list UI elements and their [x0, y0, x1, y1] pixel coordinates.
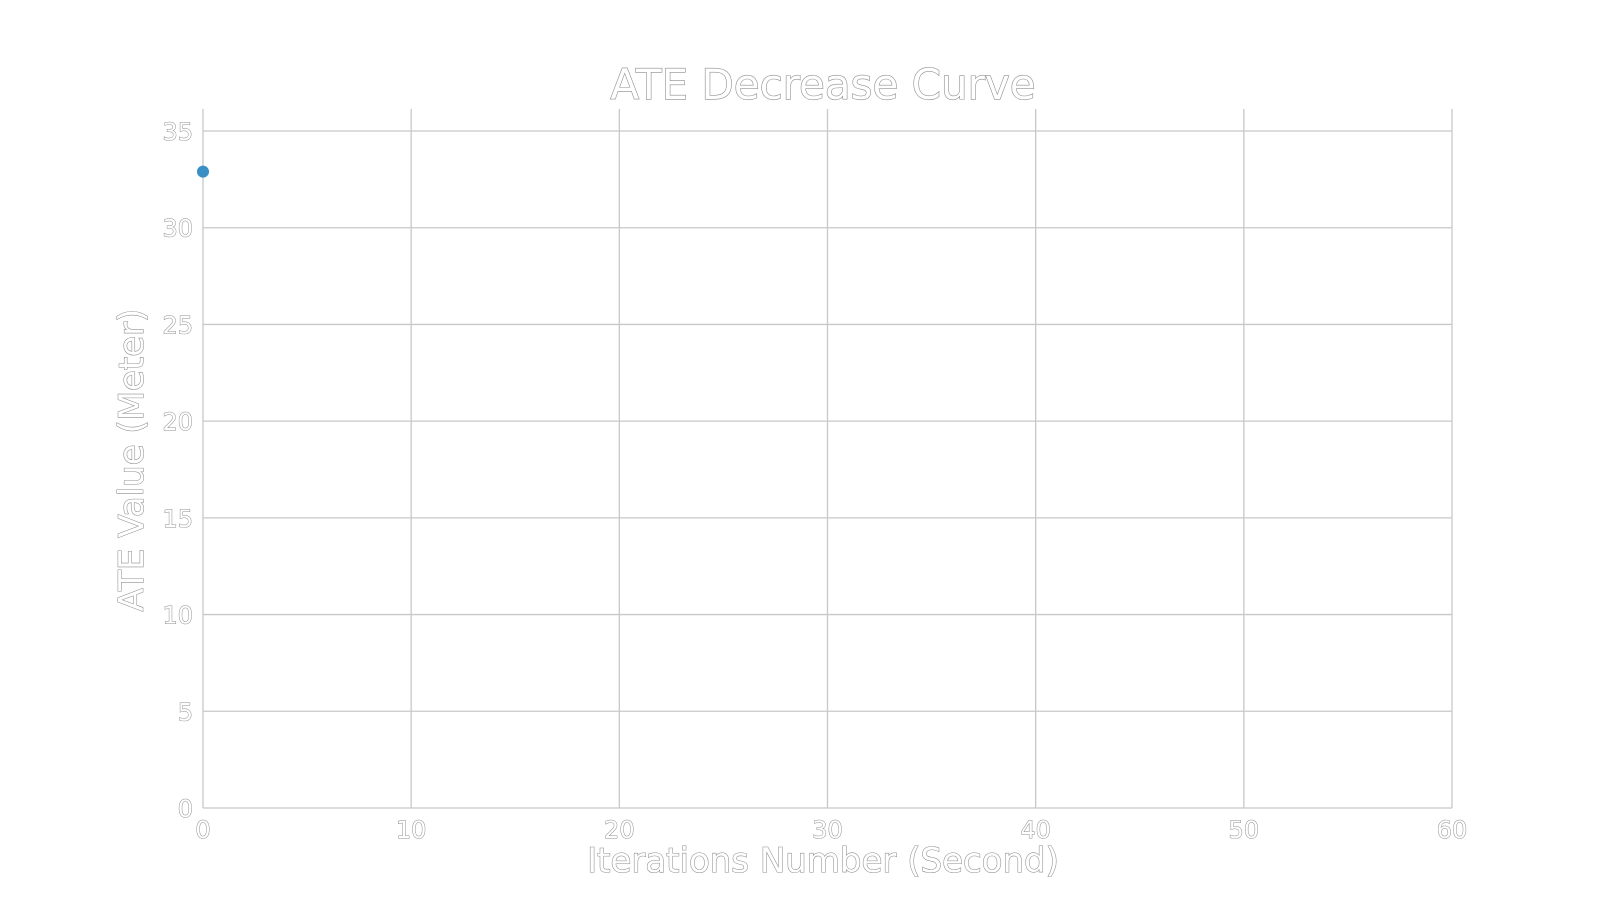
chart-data-points — [197, 165, 209, 178]
y-tick-label: 35 — [162, 118, 193, 146]
x-tick-label: 50 — [1229, 816, 1260, 844]
x-tick-label: 30 — [812, 816, 843, 844]
x-tick-label: 40 — [1020, 816, 1051, 844]
x-tick-label: 10 — [396, 816, 427, 844]
x-tick-label: 60 — [1437, 816, 1468, 844]
y-tick-label: 20 — [162, 408, 193, 436]
x-axis-label: Iterations Number (Second) — [587, 841, 1059, 881]
chart-title: ATE Decrease Curve — [610, 60, 1035, 109]
y-tick-label: 10 — [162, 602, 193, 630]
data-point — [197, 165, 209, 178]
y-tick-label: 25 — [162, 311, 193, 339]
chart-tick-labels: 0 10 20 30 40 50 60 0 5 10 15 20 25 30 35 — [162, 118, 1468, 845]
y-tick-label: 5 — [178, 698, 193, 726]
y-tick-label: 30 — [162, 215, 193, 243]
chart-grid — [202, 109, 1453, 809]
x-tick-label: 0 — [195, 816, 210, 844]
y-tick-label: 15 — [162, 505, 193, 533]
x-tick-label: 20 — [604, 816, 635, 844]
y-tick-label: 0 — [178, 795, 193, 823]
y-axis-label: ATE Value (Meter) — [112, 309, 152, 612]
